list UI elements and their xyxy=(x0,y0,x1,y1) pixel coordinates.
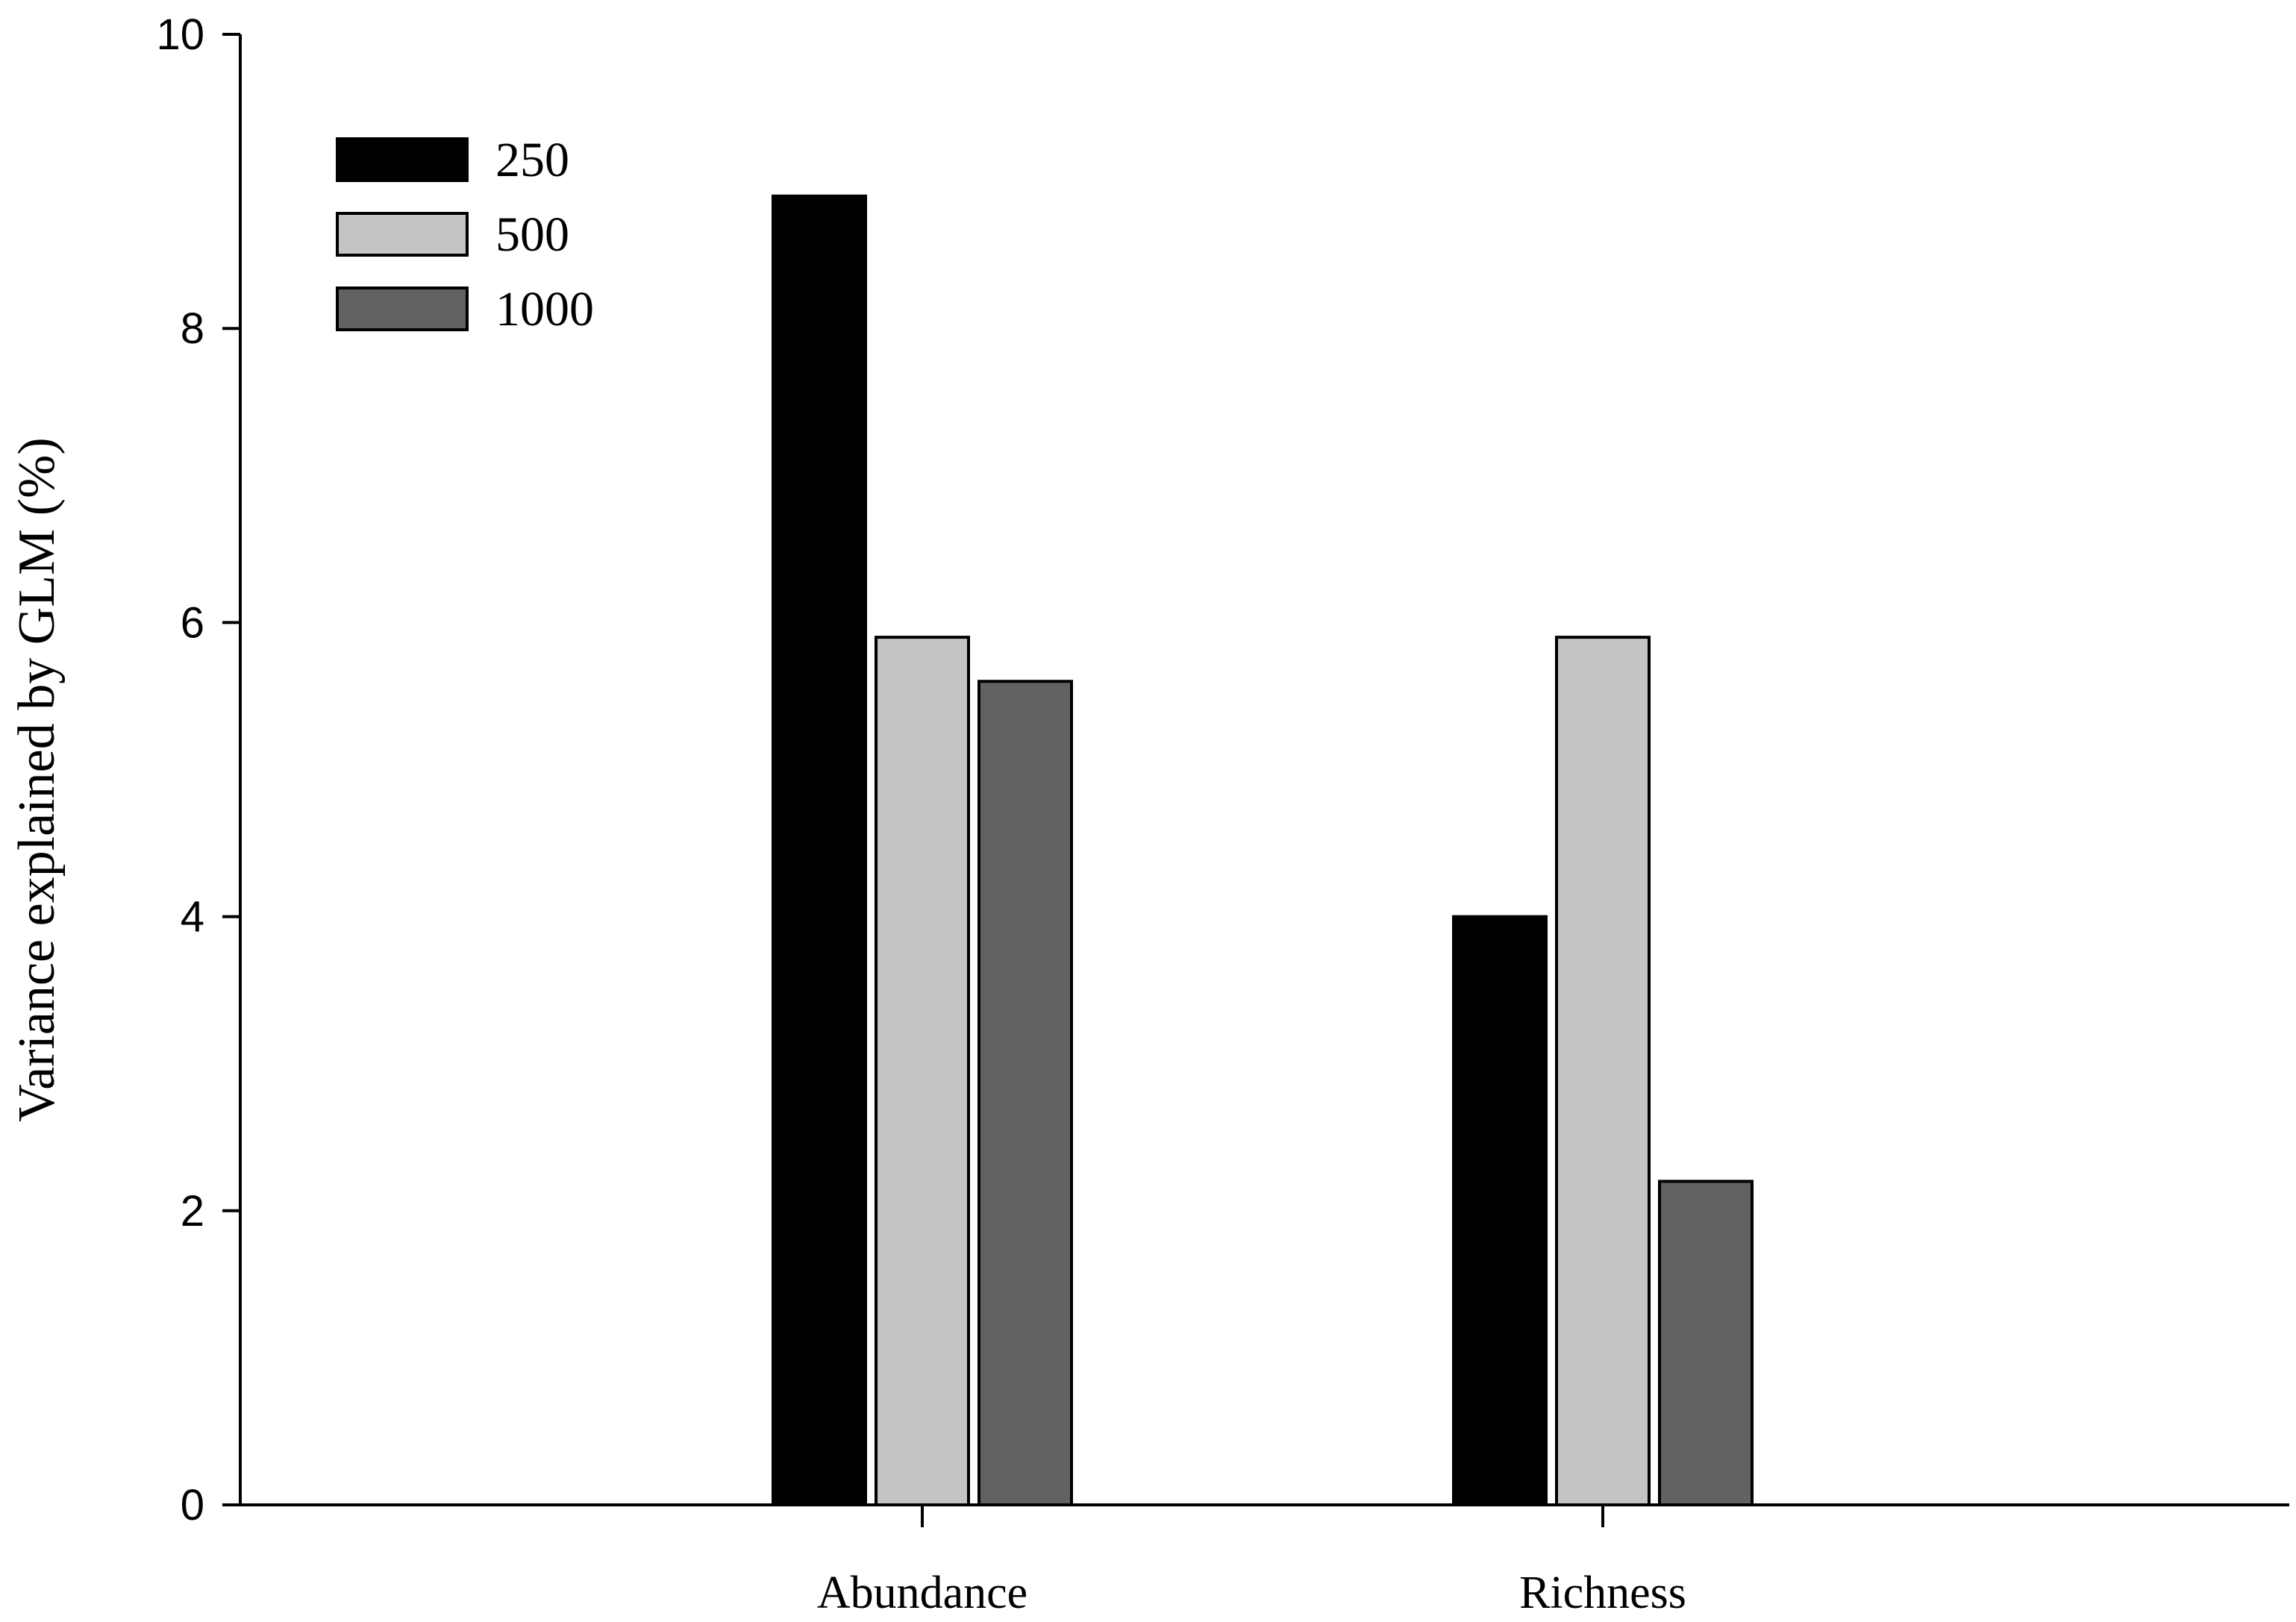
axes: 0 2 4 6 8 10 Abundance Richness xyxy=(156,10,2289,1618)
legend-label-500: 500 xyxy=(495,207,569,262)
bar-richness-500 xyxy=(1555,636,1651,1506)
x-tick-label: Richness xyxy=(1519,1568,1686,1618)
legend-swatch-500 xyxy=(336,212,469,257)
y-tick-label: 6 xyxy=(181,598,204,647)
y-tick-label: 0 xyxy=(181,1481,204,1529)
y-tick-label: 8 xyxy=(181,304,204,353)
bar-abundance-500 xyxy=(875,636,970,1506)
legend-swatch-250 xyxy=(336,137,469,182)
bar-richness-1000 xyxy=(1658,1180,1754,1506)
legend-label-250: 250 xyxy=(495,133,569,187)
x-tick-label: Abundance xyxy=(817,1568,1027,1618)
y-tick-label: 4 xyxy=(181,893,204,942)
y-tick-label: 10 xyxy=(156,10,204,59)
bar-abundance-250 xyxy=(772,194,867,1506)
bar-abundance-1000 xyxy=(977,680,1073,1506)
bar-richness-250 xyxy=(1452,915,1548,1506)
legend: 250 500 1000 xyxy=(336,133,594,336)
legend-swatch-1000 xyxy=(336,286,469,331)
y-tick-label: 2 xyxy=(181,1187,204,1236)
bars xyxy=(772,194,1754,1506)
y-axis-label: Variance explained by GLM (%) xyxy=(8,437,66,1121)
legend-label-1000: 1000 xyxy=(495,282,594,336)
